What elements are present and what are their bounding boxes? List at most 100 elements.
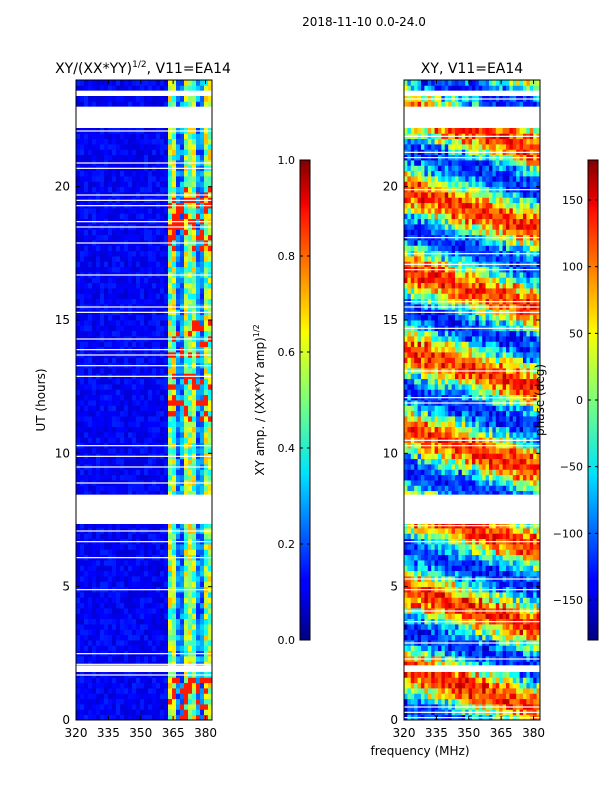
heat-cell [172,624,177,630]
heat-cell [180,277,185,284]
heat-cell [417,602,422,609]
heat-cell [116,704,121,710]
heat-cell [184,357,189,364]
heat-cell [96,693,101,700]
heat-cell [164,384,169,390]
heat-cell [184,229,189,236]
heat-cell [204,320,209,326]
heat-cell [204,634,209,641]
heat-cell [100,608,105,614]
heat-cell [176,437,181,444]
heat-cell [172,565,177,572]
heat-cell [180,629,185,636]
heat-cell [76,186,81,193]
heat-cell [461,602,466,609]
heat-cell [184,688,189,694]
heat-cell [148,597,153,604]
heat-cell [200,576,205,582]
heat-cell [96,144,101,150]
heat-cell [168,458,173,465]
heat-cell [100,181,105,188]
heat-cell [140,288,145,294]
heat-cell [509,672,514,678]
heat-cell [192,330,197,337]
heat-cell [204,384,209,390]
heat-cell [168,592,173,598]
heat-cell [478,613,483,620]
heat-cell [80,357,85,364]
heat-cell [148,394,153,401]
heat-cell [164,181,169,188]
heat-cell [526,570,531,577]
heat-cell [427,565,432,572]
heat-cell [132,154,137,161]
heat-cell [160,149,165,156]
heat-cell [108,394,113,401]
heat-cell [92,570,97,577]
heat-cell [512,661,517,668]
heat-cell [128,656,133,662]
heat-cell [88,704,93,710]
heat-cell [172,602,177,609]
heat-cell [192,714,197,720]
heat-cell [509,613,514,620]
heat-cell [132,618,137,625]
heat-cell [407,570,412,577]
heat-cell [192,629,197,636]
heat-cell [164,448,169,454]
heat-cell [208,234,212,241]
heat-cell [506,597,510,604]
heat-cell [92,357,97,364]
heat-cell [144,714,149,720]
heat-cell [192,80,197,86]
heat-cell [176,410,181,417]
heat-cell [204,522,209,529]
heat-cell [152,592,157,598]
heat-cell [188,266,193,273]
heat-cell [148,314,153,321]
heat-cell [458,650,463,657]
heat-cell [188,154,193,161]
heat-cell [536,602,540,609]
heat-cell [108,101,113,108]
heat-cell [472,629,476,636]
heat-cell [208,229,212,236]
heat-cell [136,714,141,720]
heat-cell [455,565,459,572]
heat-cell [132,490,137,497]
heat-cell [208,400,212,406]
heat-cell [468,661,473,668]
heat-cell [434,581,439,588]
heat-cell [96,624,101,630]
heat-cell [448,698,452,705]
heat-cell [196,288,201,294]
heat-cell [128,234,133,241]
heat-cell [128,293,133,300]
heat-cell [100,320,105,326]
heat-cell [192,688,197,694]
heat-cell [180,298,185,305]
heat-cell [140,96,145,102]
heat-cell [152,634,157,641]
heat-cell [152,544,157,550]
heat-cell [116,133,121,140]
heat-cell [512,698,517,705]
heat-cell [164,389,169,396]
heat-cell [152,677,157,684]
heat-cell [200,293,205,300]
heat-cell [124,618,129,625]
heat-cell [76,490,81,497]
heat-cell [482,672,486,678]
heat-cell [132,602,137,609]
heat-cell [172,656,177,662]
heat-cell [112,592,117,598]
heat-cell [192,570,197,577]
heat-cell [120,640,125,646]
heat-cell [80,298,85,305]
heat-cell [156,149,161,156]
heat-cell [152,640,157,646]
heat-cell [184,698,189,705]
heat-cell [120,282,125,289]
heat-cell [482,624,486,630]
heat-cell [516,634,520,641]
